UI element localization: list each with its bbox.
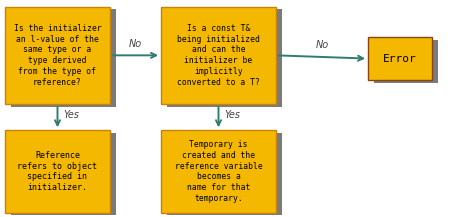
FancyBboxPatch shape bbox=[367, 37, 431, 80]
FancyBboxPatch shape bbox=[167, 9, 281, 107]
Text: Reference
refers to object
specified in
initializer.: Reference refers to object specified in … bbox=[17, 151, 97, 192]
Text: Is the initializer
an l-value of the
same type or a
type derived
from the type o: Is the initializer an l-value of the sam… bbox=[14, 24, 101, 87]
FancyBboxPatch shape bbox=[5, 7, 110, 104]
FancyBboxPatch shape bbox=[161, 130, 275, 213]
FancyBboxPatch shape bbox=[5, 130, 110, 213]
Text: No: No bbox=[315, 40, 328, 50]
Text: Yes: Yes bbox=[63, 110, 79, 120]
Text: Temporary is
created and the
reference variable
becomes a
name for that
temporar: Temporary is created and the reference v… bbox=[174, 140, 262, 203]
FancyBboxPatch shape bbox=[161, 7, 275, 104]
FancyBboxPatch shape bbox=[11, 9, 116, 107]
Text: Yes: Yes bbox=[224, 110, 240, 120]
FancyBboxPatch shape bbox=[11, 133, 116, 215]
Text: Error: Error bbox=[382, 54, 416, 64]
FancyBboxPatch shape bbox=[373, 40, 437, 83]
Text: Is a const T&
being initialized
and can the
initializer be
implicitly
converted : Is a const T& being initialized and can … bbox=[177, 24, 259, 87]
Text: No: No bbox=[129, 39, 142, 49]
FancyBboxPatch shape bbox=[167, 133, 281, 215]
